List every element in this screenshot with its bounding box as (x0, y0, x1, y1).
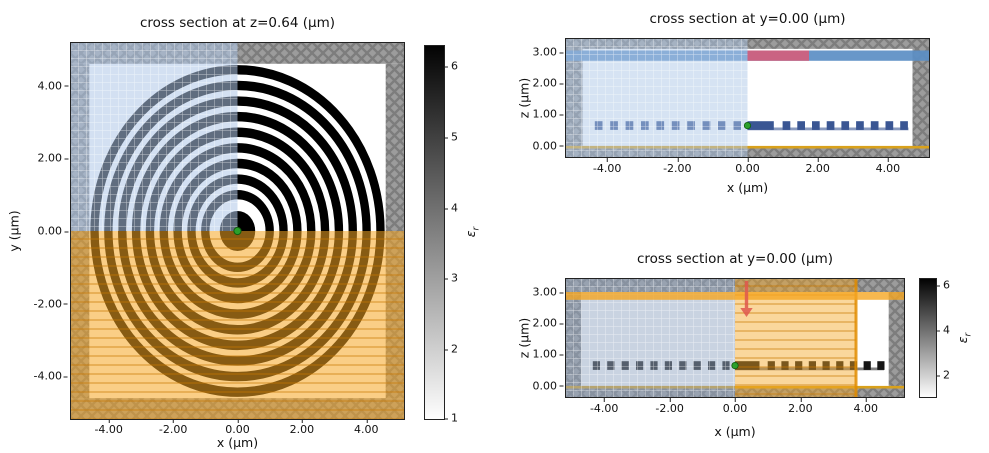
bottom-right-plot-ylabel: z (μm) (516, 317, 532, 359)
z-tick-label: 0.00 (532, 139, 563, 152)
mode-overlay-blue (565, 38, 748, 158)
top-right-plot-ylabel: z (μm) (516, 77, 532, 119)
x-tick-label: -2.00 (655, 398, 684, 415)
x-tick-label: 2.00 (289, 419, 315, 436)
monitor-point-marker (731, 362, 739, 370)
x-tick-label: -2.00 (158, 419, 188, 436)
z-tick-label: 0.00 (532, 379, 563, 392)
x-tick-label: -4.00 (94, 419, 123, 436)
grating-slab-block (747, 121, 774, 130)
top-right-plot-canvas (565, 38, 930, 158)
x-tick-label: 2.00 (805, 158, 830, 175)
colorbar-tick-label: 2 (444, 342, 458, 356)
x-tick-label: 4.00 (875, 158, 901, 175)
bottom-right-plot-xlabel: x (μm) (714, 424, 756, 439)
x-tick-label: 0.00 (225, 419, 250, 436)
colorbar-gradient (424, 45, 445, 420)
x-tick-label: 0.00 (722, 398, 748, 415)
left-plot-axes: -4.00 -2.00 0.00 2.00 4.00 4.00 2.00 0.0… (34, 42, 405, 436)
left-colorbar: 6 5 4 3 2 1 (424, 45, 484, 425)
z-tick-label: 3.00 (532, 45, 563, 59)
axes-frame (565, 38, 930, 158)
y-tick-label: -4.00 (33, 369, 69, 383)
z-tick-label: 2.00 (532, 316, 563, 330)
left-plot-title: cross section at z=0.64 (μm) (139, 15, 336, 31)
colorbar-tick-label: 2 (936, 368, 950, 382)
x-tick-label: -4.00 (589, 398, 619, 415)
bottom-right-plot-canvas (565, 278, 905, 398)
mesh-overlay-blue (70, 42, 238, 231)
x-tick-label: -4.00 (592, 158, 622, 175)
flux-overlay-orange (70, 231, 405, 420)
grating-teeth-right (782, 121, 908, 130)
x-tick-label: 0.00 (735, 158, 760, 175)
bottom-right-plot-title: cross section at y=0.00 (μm) (637, 251, 833, 267)
monitor-strip-orange (565, 292, 905, 300)
y-tick-label: 0.00 (37, 224, 68, 238)
y-tick-label: -2.00 (33, 297, 69, 311)
monitor-point-marker (743, 122, 752, 130)
colorbar-tick-label: 5 (444, 130, 458, 144)
colorbar-tick-label: 6 (444, 59, 458, 73)
colorbar-tick-label: 3 (444, 271, 458, 285)
colorbar-gradient (919, 278, 937, 398)
source-strip-pink (747, 50, 809, 61)
z-tick-label: 3.00 (532, 285, 563, 299)
y-tick-label: 2.00 (37, 151, 68, 165)
y-tick-label: 4.00 (37, 79, 68, 93)
z-tick-label: 2.00 (532, 76, 563, 90)
top-right-plot-xlabel: x (μm) (726, 180, 769, 195)
axes-frame (565, 278, 905, 398)
left-plot-xlabel: x (μm) (216, 435, 259, 450)
bottom-right-colorbar: 6 4 2 (919, 278, 969, 398)
source-marker (233, 226, 242, 236)
source-arrow-down (740, 281, 753, 317)
left-plot-canvas (70, 42, 405, 420)
colorbar-tick-label: 4 (936, 323, 950, 337)
bottom-right-plot-axes: -4.00 -2.00 0.00 2.00 4.00 3.00 2.00 1.0… (533, 278, 905, 415)
x-tick-label: 2.00 (788, 398, 813, 415)
top-right-plot-title: cross section at y=0.00 (μm) (649, 11, 846, 27)
x-tick-label: -2.00 (663, 158, 692, 175)
z-tick-label: 1.00 (532, 347, 563, 361)
bottom-right-colorbar-label: εr (954, 332, 974, 344)
x-tick-label: 4.00 (354, 419, 379, 436)
colorbar-tick-label: 6 (936, 278, 950, 292)
colorbar-tick-label: 4 (444, 201, 458, 215)
z-tick-label: 1.00 (532, 107, 563, 121)
colorbar-tick-label: 1 (444, 411, 458, 425)
x-tick-label: 4.00 (853, 398, 879, 415)
top-right-plot-axes: -4.00 -2.00 0.00 2.00 4.00 3.00 2.00 1.0… (533, 38, 930, 175)
left-colorbar-label: εr (462, 226, 482, 238)
left-plot-ylabel: y (μm) (6, 210, 22, 252)
